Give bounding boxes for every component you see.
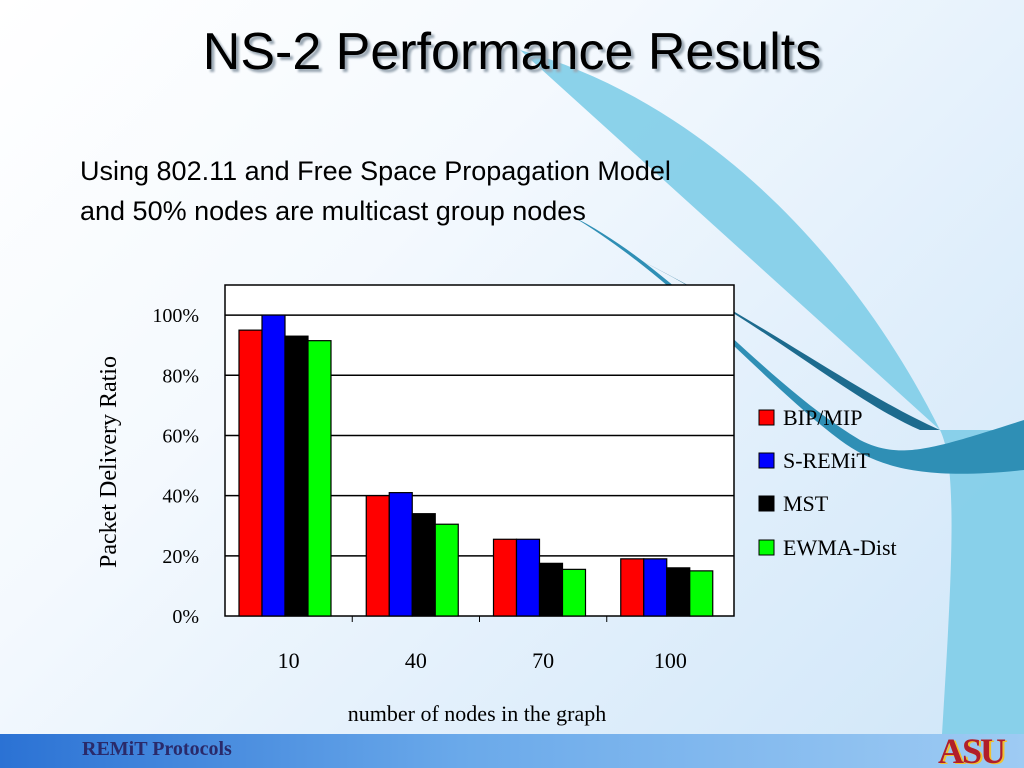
x-tick-label: 40 [405,648,427,673]
bar [261,314,286,617]
footer-label: REMiT Protocols [82,738,232,760]
x-tick-label: 10 [278,648,300,673]
y-tick-label: 100% [152,305,199,327]
y-tick-label: 80% [162,365,199,387]
asu-logo: ASU [938,731,1006,768]
page-title: NS-2 Performance Results [202,23,822,81]
y-tick-label: 60% [162,425,199,447]
bar [388,492,413,617]
bar [689,570,714,617]
subtitle-line-1: Using 802.11 and Free Space Propagation … [80,156,671,186]
bar [643,558,668,617]
legend-swatch [758,539,775,556]
bar [538,562,564,617]
y-tick-label: 20% [162,546,199,568]
subtitle-line-2: and 50% nodes are multicast group nodes [80,196,586,226]
footer-bar: REMiT Protocols [0,734,1024,768]
legend-label: BIP/MIP [783,405,862,430]
bar [666,567,691,617]
x-axis-label: number of nodes in the graph [348,701,606,726]
bar [434,523,459,617]
y-tick-label: 0% [172,606,199,628]
y-tick-label: 40% [162,486,199,508]
y-axis-label: Packet Delivery Ratio [96,356,122,568]
legend-label: MST [783,491,829,516]
legend-swatch [758,409,775,426]
legend-swatch [758,495,775,512]
bar [561,568,587,617]
bar [365,495,390,617]
bar [620,558,645,617]
x-tick-label: 100 [654,648,687,673]
bar [307,340,332,617]
bar [284,335,309,617]
legend-label: EWMA-Dist [783,535,897,560]
bar [492,538,518,617]
bar [411,513,436,617]
legend-label: S-REMiT [783,448,870,473]
x-tick-label: 70 [532,648,554,673]
legend-swatch [758,452,775,469]
bar [515,538,541,617]
bar [238,329,263,617]
